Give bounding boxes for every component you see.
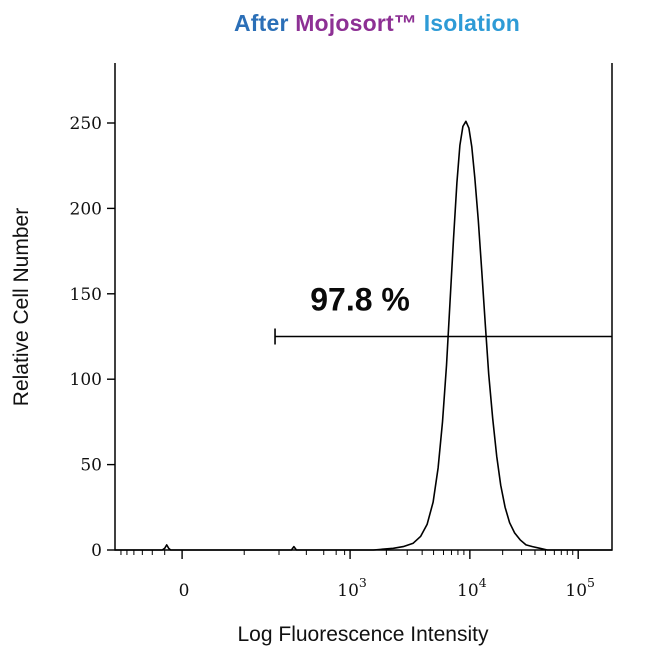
chart-title: After Mojosort™ Isolation <box>0 10 650 37</box>
histogram-curve <box>115 120 612 551</box>
x-tick-label: 0 <box>179 581 190 601</box>
x-axis-label: Log Fluorescence Intensity <box>238 623 489 646</box>
y-tick-label: 50 <box>80 456 102 476</box>
y-tick-label: 100 <box>70 370 102 390</box>
y-tick-label: 200 <box>70 199 102 219</box>
y-tick-label: 250 <box>70 114 102 134</box>
title-part-mojosort: Mojosort™ <box>295 10 418 36</box>
y-axis-label: Relative Cell Number <box>10 208 33 406</box>
title-part-after: After <box>233 10 296 36</box>
x-tick-label: 103 <box>337 575 367 601</box>
y-tick-label: 150 <box>70 285 102 305</box>
title-part-isolation: Isolation <box>417 10 521 36</box>
x-tick-label: 104 <box>457 575 487 601</box>
x-tick-label: 105 <box>565 575 595 601</box>
gate-percentage-label: 97.8 % <box>310 282 410 318</box>
y-tick-label: 0 <box>91 541 102 561</box>
